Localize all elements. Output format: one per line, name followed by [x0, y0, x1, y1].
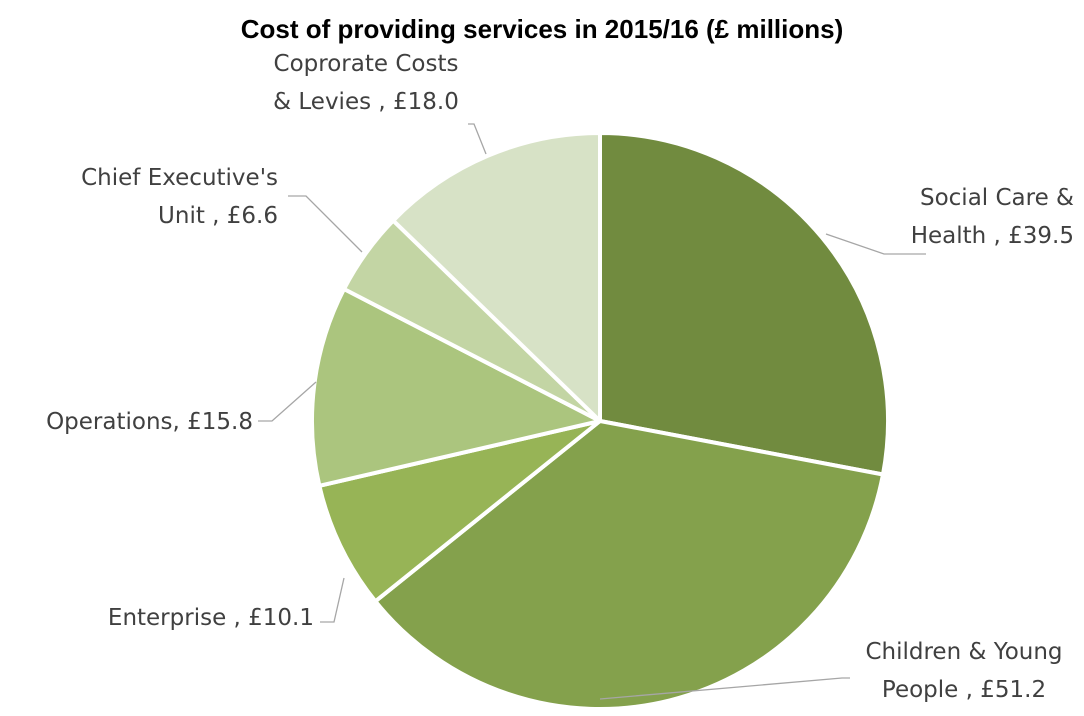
- data-label: Children & Young People , £51.2: [865, 639, 1062, 703]
- data-label: Social Care & Health , £39.5: [911, 185, 1074, 249]
- pie-slice-operations: [310, 287, 602, 488]
- data-label: Operations, £15.8: [46, 409, 253, 435]
- data-label-line: People , £51.2: [882, 677, 1046, 703]
- leader-line: [825, 233, 926, 255]
- leader-line: [320, 577, 345, 623]
- data-label: Chief Executive's Unit , £6.6: [81, 165, 278, 229]
- data-label-line: Enterprise , £10.1: [108, 605, 314, 631]
- data-label-line: Children & Young: [865, 639, 1062, 665]
- leader-line: [288, 195, 363, 253]
- chart-title: Cost of providing services in 2015/16 (£…: [240, 14, 844, 44]
- pie-slice-children-young-people: [373, 419, 885, 711]
- data-label-line: Operations, £15.8: [46, 409, 253, 435]
- data-label-line: Social Care &: [920, 185, 1074, 211]
- pie-slice-social-care-health: [598, 131, 890, 477]
- pie-slice-coprorate-costs-levies: [391, 131, 602, 423]
- leader-line: [599, 677, 850, 700]
- data-label: Coprorate Costs & Levies , £18.0: [273, 51, 459, 115]
- data-label-line: Health , £39.5: [911, 223, 1074, 249]
- data-label-line: Coprorate Costs: [274, 51, 459, 77]
- data-label: Enterprise , £10.1: [108, 605, 314, 631]
- leader-line: [468, 123, 487, 155]
- pie-slice-enterprise: [317, 419, 602, 604]
- data-label-line: Chief Executive's: [81, 165, 278, 191]
- leader-line: [258, 381, 317, 422]
- data-label-line: Unit , £6.6: [158, 203, 278, 229]
- data-label-line: & Levies , £18.0: [273, 89, 459, 115]
